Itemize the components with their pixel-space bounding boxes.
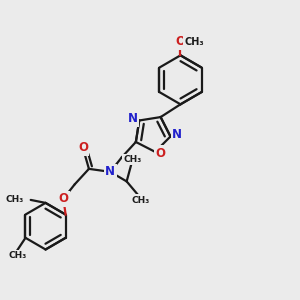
Text: O: O xyxy=(176,35,185,48)
Text: N: N xyxy=(105,165,115,178)
Text: N: N xyxy=(128,112,138,125)
Text: CH₃: CH₃ xyxy=(184,37,204,46)
Text: N: N xyxy=(172,128,182,141)
Text: CH₃: CH₃ xyxy=(132,196,150,205)
Text: O: O xyxy=(155,147,166,160)
Text: CH₃: CH₃ xyxy=(8,251,26,260)
Text: O: O xyxy=(78,142,88,154)
Text: O: O xyxy=(58,192,68,205)
Text: CH₃: CH₃ xyxy=(5,194,24,203)
Text: CH₃: CH₃ xyxy=(124,155,142,164)
